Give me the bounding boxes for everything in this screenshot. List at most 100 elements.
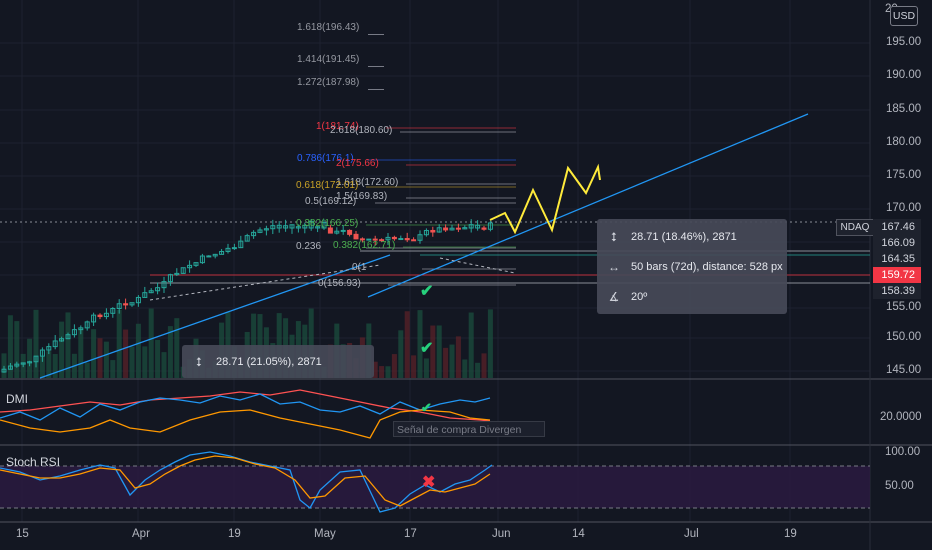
volume-bar [449,344,455,378]
volume-bar [46,351,52,378]
fib-level-label: 0.236 [296,241,322,252]
fib-level-label: 1(181.74) [316,121,359,132]
signal-label[interactable]: Señal de compra Divergen [393,421,545,437]
volume-bar [116,309,122,378]
check-icon: ✔ [421,400,432,415]
candle [308,220,314,229]
candle [174,272,180,276]
measure-range: 28.71 (18.46%), 2871 [631,231,737,243]
price-tick: 190.00 [886,69,922,81]
fib-level-label: 2.618(180.60) [330,125,393,136]
volume-bar [110,360,116,378]
candle [155,287,161,292]
candle [39,349,45,357]
candle [193,262,199,266]
candle [91,314,97,323]
candle [398,238,404,241]
candle [487,222,493,230]
candle [103,312,109,318]
time-axis[interactable]: 15 Apr 19 May 17 Jun 14 Jul 19 [0,523,870,550]
volume-bar [142,346,148,378]
volume-bar [468,312,474,378]
volume-bar [372,361,378,378]
candle [161,281,167,289]
angle-icon: ∡ [608,290,620,304]
candle [436,227,442,233]
fib-level-label: 0.786(176.1) [297,153,354,164]
volume-bar [487,309,493,378]
candle [1,368,7,373]
candle [14,363,20,367]
candle [84,321,90,329]
measure-tooltip-left[interactable]: ⭥ 28.71 (21.05%), 2871 [182,345,374,378]
candle [481,227,487,230]
volume-bar [33,309,39,378]
time-tick: May [314,528,336,540]
dmi-label[interactable]: DMI [6,392,28,406]
volume-bar [129,346,135,378]
candle [385,236,391,241]
candle [251,231,257,237]
candle [366,238,372,241]
candle [449,227,455,231]
price-tag: 166.09 [873,235,921,251]
dashed-trend [149,264,381,301]
fib-level-label: 0(156.93) [318,278,361,289]
candle [206,255,212,258]
trendline-upper[interactable] [367,113,809,298]
volume-bar [103,341,109,378]
measure-range-left: 28.71 (21.05%), 2871 [216,356,322,368]
candle [129,302,135,306]
volume-bar [135,323,141,378]
candle [27,361,33,364]
volume-bar [475,362,481,378]
volume-bar [385,366,391,378]
candle [411,239,417,242]
stoch-tick-50: 50.00 [885,480,914,492]
candle [295,226,301,229]
candle [455,227,461,230]
cross-icon: ✖ [422,474,436,491]
fib-level-label: 1.5(169.83) [336,191,388,202]
candle [59,338,65,342]
candle [372,238,378,241]
candlesticks [1,219,493,373]
measure-tooltip[interactable]: ⭥ 28.71 (18.46%), 2871 ↔ 50 bars (72d), di… [597,219,787,314]
volume-bar [167,326,173,378]
time-tick: 19 [784,528,797,540]
volume-bar [455,336,461,378]
stoch-tick-100: 100.00 [885,446,921,458]
dmi-pane [0,389,491,439]
fib-extension-label: 1.618(196.43) [297,22,360,33]
candle [270,225,276,230]
projection-zigzag[interactable] [489,163,601,235]
trendline-lower[interactable] [39,254,391,379]
volume-bar [417,310,423,378]
candle [353,233,359,240]
volume-bar [84,362,90,378]
price-tick: 150.00 [886,331,922,343]
candle [52,340,58,348]
stoch-rsi-label[interactable]: Stoch RSI [6,455,61,469]
candle [430,229,436,233]
candle [148,290,154,294]
fib-extension-label: 1.272(187.98) [297,77,360,88]
currency-badge[interactable]: USD [890,6,918,26]
candle [283,225,289,229]
volume-bar [411,355,417,378]
price-tag: 164.35 [873,251,921,267]
volume-bar [436,325,442,378]
price-tick: 195.00 [886,36,922,48]
price-axis[interactable]: 20195.00190.00185.00180.00175.00170.0016… [872,0,932,380]
candle [315,226,321,229]
fib-level-label: 0.618(172.01) [296,180,359,191]
volume-bar [14,321,20,378]
time-tick: 15 [16,528,29,540]
volume-bar [52,354,58,378]
candle [468,224,474,229]
candle [340,229,346,232]
volume-bar [27,338,33,378]
candle [289,224,295,229]
candle [78,327,84,331]
